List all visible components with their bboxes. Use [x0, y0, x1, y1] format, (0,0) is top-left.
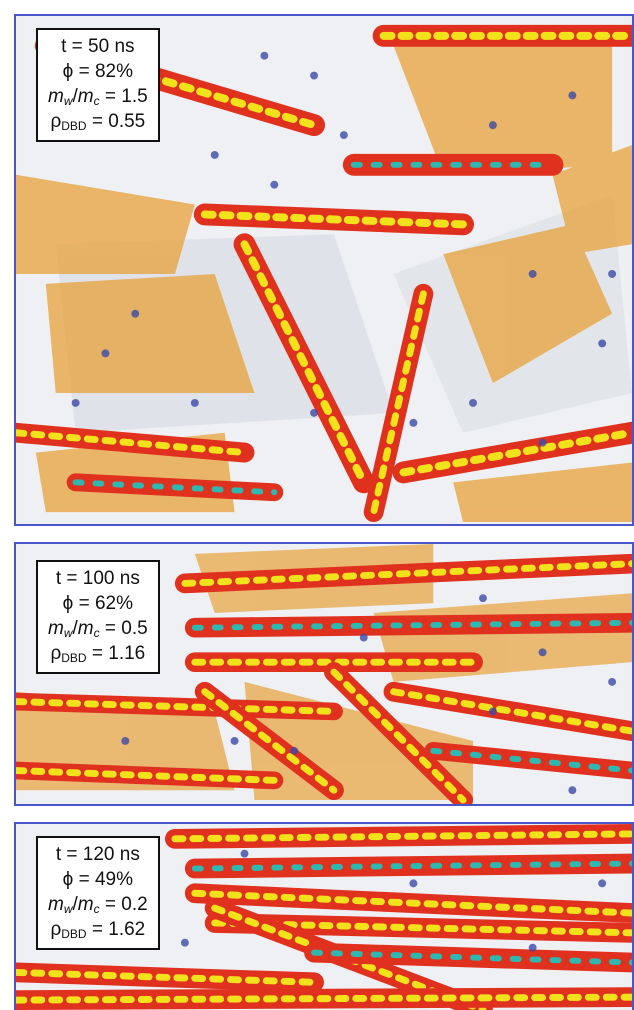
slash-2: /: [72, 618, 78, 639]
simulation-panel-2: t = 100 ns ϕ = 62% mw/mc = 0.5 ρDBD = 1.…: [14, 542, 634, 806]
parameter-box-3: t = 120 ns ϕ = 49% mw/mc = 0.2 ρDBD = 1.…: [36, 836, 160, 950]
mc-subscript-3: c: [93, 902, 100, 916]
phi-symbol-1: ϕ: [62, 61, 74, 82]
time-label-2: t = 100 ns: [55, 568, 140, 589]
ratio-value-2: = 0.5: [99, 618, 148, 639]
phi-value-1: = 82%: [73, 61, 134, 82]
rho-symbol-3: ρ: [50, 919, 62, 940]
panel-1-water: [71, 51, 617, 447]
parameter-box-1: t = 50 ns ϕ = 82% mw/mc = 1.5 ρDBD = 0.5…: [36, 28, 160, 142]
mw-subscript-3: w: [63, 902, 73, 916]
rho-subscript-1: DBD: [61, 119, 87, 133]
parameter-box-2: t = 100 ns ϕ = 62% mw/mc = 0.5 ρDBD = 1.…: [36, 560, 160, 674]
time-label-3: t = 120 ns: [55, 844, 140, 865]
simulation-panel-1: t = 50 ns ϕ = 82% mw/mc = 1.5 ρDBD = 0.5…: [14, 14, 634, 526]
density-label-3: ρDBD = 1.62: [48, 917, 148, 942]
mass-ratio-label-2: mw/mc = 0.5: [48, 616, 148, 641]
ratio-value-3: = 0.2: [99, 894, 148, 915]
molecular-snapshot-2: [16, 544, 632, 804]
rho-value-1: = 0.55: [86, 111, 146, 132]
phi-symbol-2: ϕ: [62, 593, 74, 614]
phi-label-2: ϕ = 62%: [48, 591, 148, 616]
phi-value-2: = 62%: [73, 593, 134, 614]
panel-2-chains: [16, 553, 632, 804]
phi-label-3: ϕ = 49%: [48, 867, 148, 892]
density-label-2: ρDBD = 1.16: [48, 641, 148, 666]
rho-value-3: = 1.62: [86, 919, 146, 940]
mc-symbol-2: m: [77, 618, 94, 639]
molecular-snapshot-1: [16, 24, 632, 523]
mc-symbol-1: m: [77, 86, 94, 107]
mass-ratio-label-1: mw/mc = 1.5: [48, 84, 148, 109]
mc-symbol-3: m: [77, 894, 94, 915]
rho-subscript-2: DBD: [61, 651, 87, 665]
mc-subscript-2: c: [93, 626, 100, 640]
mc-subscript-1: c: [93, 94, 100, 108]
phi-label-1: ϕ = 82%: [48, 59, 148, 84]
panel-3-chains: [16, 824, 632, 1010]
mw-subscript-1: w: [63, 94, 73, 108]
mw-symbol-3: m: [48, 894, 64, 915]
phi-value-3: = 49%: [73, 869, 134, 890]
panel-2-water: [121, 594, 617, 795]
rho-symbol-2: ρ: [50, 643, 62, 664]
rho-subscript-3: DBD: [61, 927, 87, 941]
phi-symbol-3: ϕ: [62, 869, 74, 890]
rho-value-2: = 1.16: [86, 643, 146, 664]
mw-subscript-2: w: [63, 626, 73, 640]
slash-1: /: [72, 86, 78, 107]
rho-symbol-1: ρ: [50, 111, 62, 132]
ratio-value-1: = 1.5: [99, 86, 148, 107]
time-label-1: t = 50 ns: [61, 36, 135, 57]
density-label-1: ρDBD = 0.55: [48, 109, 148, 134]
simulation-panel-3: t = 120 ns ϕ = 49% mw/mc = 0.2 ρDBD = 1.…: [14, 822, 634, 1010]
mw-symbol-2: m: [48, 618, 64, 639]
mass-ratio-label-3: mw/mc = 0.2: [48, 892, 148, 917]
mw-symbol-1: m: [48, 86, 64, 107]
panel-3-water: [180, 849, 607, 952]
molecular-snapshot-3: [16, 824, 632, 1010]
slash-3: /: [72, 894, 78, 915]
